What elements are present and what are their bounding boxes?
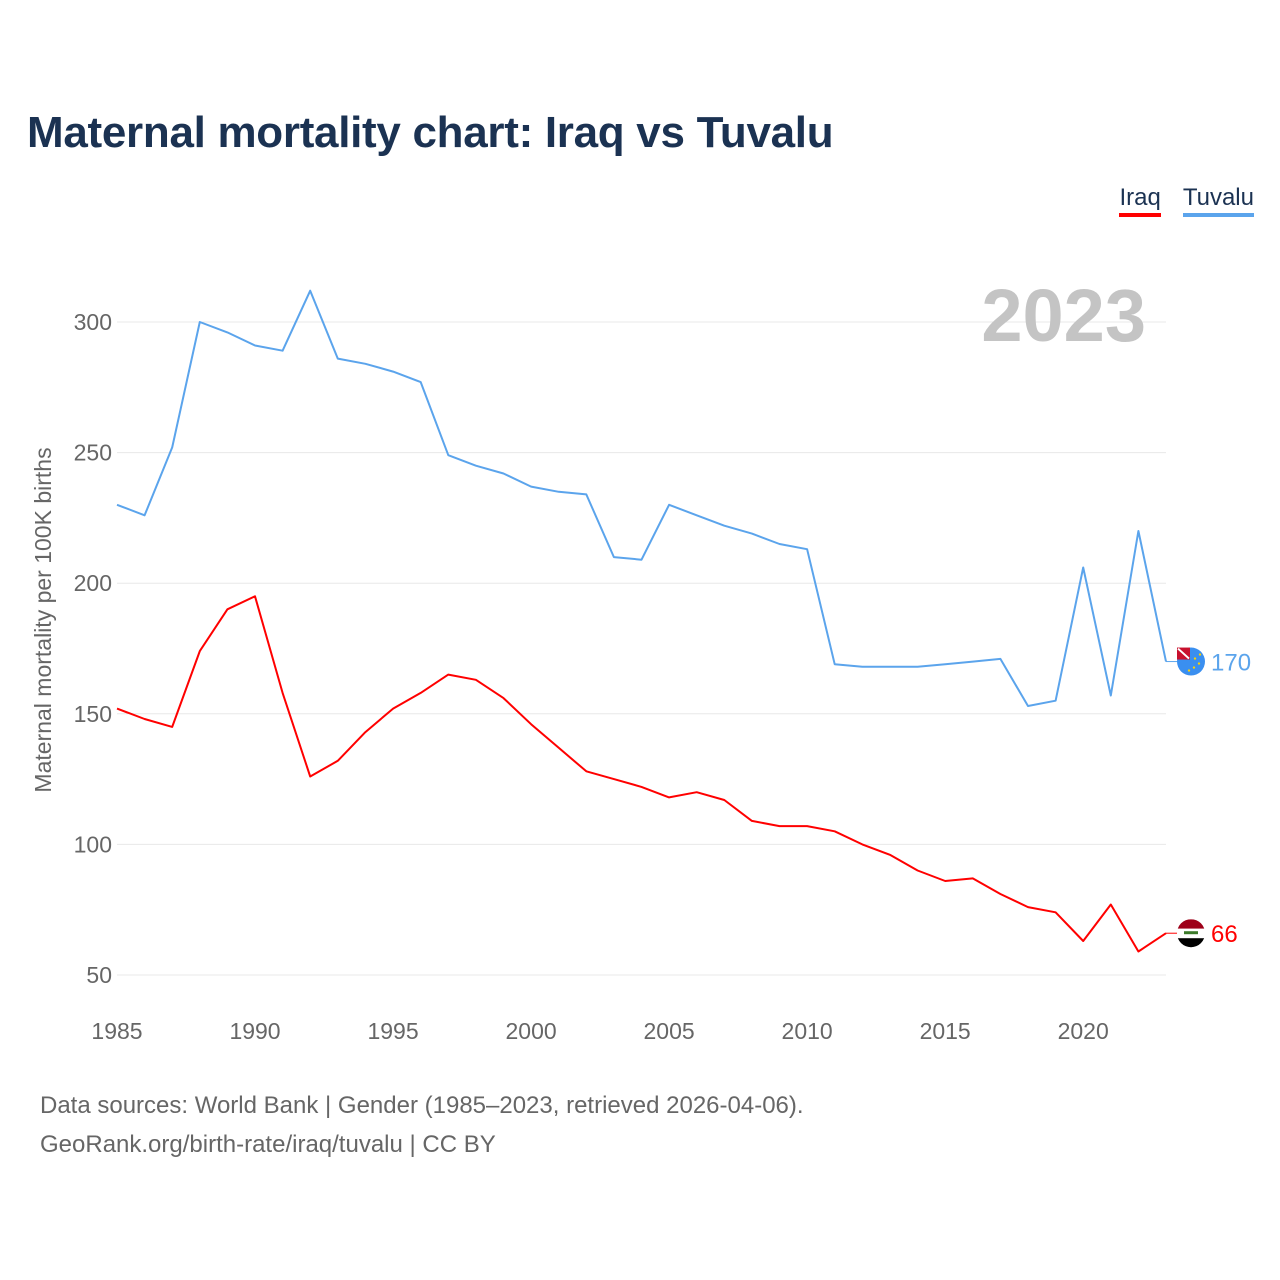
- flag-star: [1192, 666, 1196, 669]
- y-tick-label: 100: [74, 831, 112, 857]
- series-line-iraq: [116, 595, 1167, 953]
- series-line-tuvalu: [116, 289, 1167, 707]
- x-tick-label: 2005: [644, 1018, 695, 1044]
- y-tick-label: 250: [74, 440, 112, 466]
- flag-stripe: [1177, 919, 1205, 929]
- x-tick-label: 2000: [505, 1018, 556, 1044]
- footer: Data sources: World Bank | Gender (1985–…: [40, 1086, 804, 1164]
- year-label: 2023: [981, 274, 1146, 357]
- legend-item-iraq[interactable]: Iraq: [1119, 184, 1161, 217]
- legend-item-tuvalu[interactable]: Tuvalu: [1182, 184, 1254, 217]
- flag-stripe: [1177, 938, 1205, 948]
- end-value-label: 170: [1211, 650, 1251, 677]
- x-tick-label: 1995: [367, 1018, 418, 1044]
- end-value-label: 66: [1211, 921, 1238, 948]
- y-tick-label: 150: [74, 701, 112, 727]
- chart-title: Maternal mortality chart: Iraq vs Tuvalu: [27, 108, 834, 157]
- flag-emblem: [1184, 931, 1198, 935]
- flag-star: [1197, 662, 1201, 665]
- flag-star: [1193, 657, 1197, 660]
- x-tick-label: 2015: [920, 1018, 971, 1044]
- flag-star: [1198, 653, 1202, 656]
- legend: Iraq Tuvalu: [1119, 184, 1254, 217]
- data-source-text: Data sources: World Bank | Gender (1985–…: [40, 1092, 804, 1119]
- x-tick-label: 2020: [1058, 1018, 1109, 1044]
- source-link[interactable]: GeoRank.org/birth-rate/iraq/tuvalu | CC …: [40, 1131, 496, 1158]
- iraq-flag-icon: [1177, 919, 1205, 948]
- y-tick-label: 300: [74, 309, 112, 335]
- flag-cross: [1177, 647, 1190, 660]
- x-tick-label: 1985: [91, 1018, 142, 1044]
- tuvalu-flag-icon: [1177, 647, 1205, 676]
- x-tick-label: 1990: [229, 1018, 280, 1044]
- x-tick-label: 2010: [782, 1018, 833, 1044]
- y-tick-label: 200: [74, 570, 112, 596]
- y-axis-label: Maternal mortality per 100K births: [30, 447, 56, 792]
- flag-star: [1187, 669, 1191, 672]
- y-tick-label: 50: [86, 962, 112, 988]
